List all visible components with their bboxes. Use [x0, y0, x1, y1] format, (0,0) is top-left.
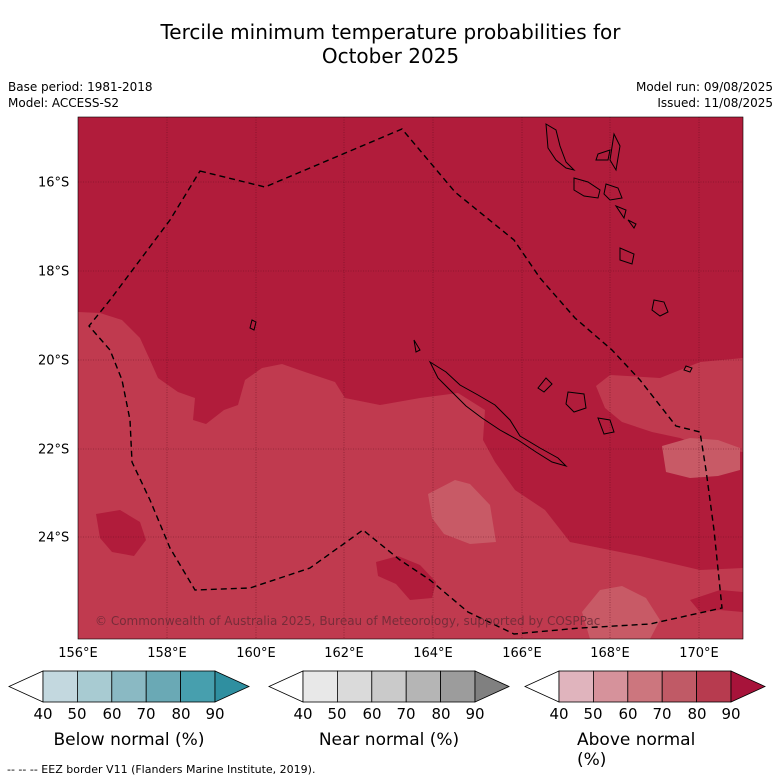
lon-label: 164°E	[413, 646, 453, 661]
colorbar-above-title: Above normal (%)	[577, 730, 696, 770]
coastlines	[249, 123, 693, 468]
colorbar-below-bin	[111, 670, 147, 703]
copyright-notice: © Commonwealth of Australia 2025, Bureau…	[95, 614, 601, 628]
new-caledonia-outline	[428, 360, 568, 468]
model-text: Model: ACCESS-S2	[8, 96, 120, 110]
lon-label: 156°E	[58, 646, 98, 661]
colorbar-below-low-extend	[8, 670, 44, 703]
colorbar-below-bin	[145, 670, 181, 703]
colorbar-tick: 50	[327, 705, 347, 723]
colorbar-below-bin	[42, 670, 78, 703]
colorbar-near-bin	[440, 670, 476, 703]
colorbar-tick: 40	[293, 705, 313, 723]
probability-field	[78, 117, 743, 639]
colorbar-tick: 70	[396, 705, 416, 723]
map-frame	[77, 116, 744, 640]
above-80-90-patch-southeast	[690, 590, 743, 612]
colorbar-tick: 40	[549, 705, 569, 723]
lat-label: 20°S	[38, 353, 70, 369]
colorbar-below-high-extend	[214, 670, 250, 703]
colorbar-above-bin	[696, 670, 732, 703]
colorbar-tick: 90	[721, 705, 741, 723]
colorbar-near-title: Near normal (%)	[318, 730, 460, 750]
vanuatu-small-islands-outline	[614, 204, 637, 229]
south-vanuatu-islands-outline	[651, 299, 693, 373]
new-caledonia-north-islet	[413, 339, 421, 353]
lat-label: 18°S	[38, 264, 70, 280]
above-60-70-patch-southeast	[582, 586, 660, 639]
graticule	[78, 117, 743, 639]
colorbar-below-bin	[180, 670, 216, 703]
colorbar-near-high-extend	[474, 670, 510, 703]
map-title-line1: Tercile minimum temperature probabilitie…	[160, 20, 621, 44]
colorbar-near-bin	[405, 670, 442, 703]
colorbar-near-bin	[302, 670, 338, 703]
colorbar-below-bin	[77, 670, 113, 703]
colorbar-above-high-extend	[730, 670, 766, 703]
colorbar-tick: 40	[33, 705, 53, 723]
above-70-80-region	[78, 312, 743, 639]
loyalty-islands-outline	[537, 377, 615, 435]
above-60-70-patch-center	[428, 480, 496, 544]
colorbar-tick: 60	[362, 705, 382, 723]
vanuatu-espiritu-santo-outline	[545, 123, 576, 171]
base-period-text: Base period: 1981-2018	[8, 80, 153, 94]
colorbar-tick: 60	[102, 705, 122, 723]
above-80-90-patch-south	[376, 556, 436, 600]
lat-label: 24°S	[38, 530, 70, 546]
vanuatu-north-islands-outline	[595, 132, 621, 172]
colorbars	[8, 670, 766, 703]
lat-label: 16°S	[38, 175, 70, 191]
lon-label: 160°E	[236, 646, 276, 661]
above-80-90-patch-west	[96, 510, 146, 556]
colorbar-below-title: Below normal (%)	[53, 730, 205, 750]
above-60-70-patch-east	[662, 438, 740, 478]
lon-label: 166°E	[502, 646, 542, 661]
lon-label: 158°E	[147, 646, 187, 661]
vanuatu-tanna-outline	[619, 247, 635, 265]
map-title-line2: October 2025	[321, 44, 460, 68]
colorbar-above-bin	[558, 670, 594, 703]
colorbar-tick: 80	[687, 705, 707, 723]
colorbar-tick: 80	[171, 705, 191, 723]
colorbar-tick: 90	[465, 705, 485, 723]
eez-legend-footer: -- -- -- EEZ border V11 (Flanders Marine…	[7, 763, 316, 776]
colorbar-tick: 70	[652, 705, 672, 723]
colorbar-tick: 50	[583, 705, 603, 723]
colorbar-tick: 50	[67, 705, 87, 723]
chesterfield-islets-outline	[249, 319, 257, 331]
colorbar-tick: 80	[431, 705, 451, 723]
vanuatu-malakula-outline	[573, 177, 601, 199]
colorbar-tick: 90	[205, 705, 225, 723]
model-run-text: Model run: 09/08/2025	[635, 80, 773, 94]
colorbar-tick: 70	[136, 705, 156, 723]
meta-right: Model run: 09/08/2025 Issued: 11/08/2025	[636, 79, 773, 111]
map-title: Tercile minimum temperature probabilitie…	[0, 20, 781, 68]
colorbar-above-bin	[661, 670, 698, 703]
lon-label: 170°E	[679, 646, 719, 661]
eez-border	[88, 128, 723, 635]
lat-label: 22°S	[38, 442, 70, 458]
lon-label: 168°E	[590, 646, 630, 661]
above-70-80-region-east	[596, 358, 743, 452]
colorbar-near-bin	[371, 670, 407, 703]
colorbar-above-bin	[627, 670, 663, 703]
vanuatu-efate-outline	[603, 183, 623, 201]
colorbar-above-bin	[593, 670, 629, 703]
colorbar-above-low-extend	[524, 670, 560, 703]
meta-left: Base period: 1981-2018 Model: ACCESS-S2	[8, 79, 153, 111]
colorbar-tick: 60	[618, 705, 638, 723]
colorbar-near-low-extend	[268, 670, 304, 703]
issued-text: Issued: 11/08/2025	[657, 96, 773, 110]
colorbar-near-bin	[336, 670, 373, 703]
lon-label: 162°E	[324, 646, 364, 661]
